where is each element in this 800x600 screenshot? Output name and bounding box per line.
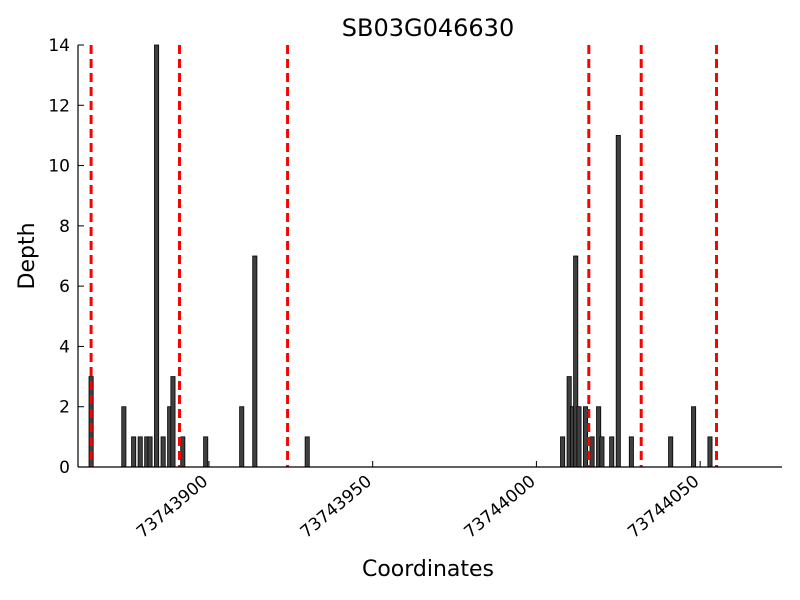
bar (131, 436, 137, 468)
bar (599, 436, 605, 468)
y-tick-label: 10 (48, 157, 70, 177)
bar (137, 436, 143, 468)
bar (589, 436, 595, 468)
bar (583, 406, 589, 468)
x-tick-label: 73743950 (297, 472, 376, 543)
y-tick-label: 4 (59, 337, 70, 357)
bar (691, 406, 697, 468)
axes (77, 45, 782, 468)
bar (304, 436, 310, 468)
bar (628, 436, 634, 468)
bar (170, 376, 176, 468)
x-tick-label: 73743900 (133, 472, 212, 543)
y-tick-label: 2 (59, 398, 70, 418)
x-tick-label: 73744050 (624, 472, 703, 543)
bar (576, 406, 582, 468)
y-tick-label: 8 (59, 217, 70, 237)
bar (203, 436, 209, 468)
x-axis-ticks: 73743900 73743950 73744000 73744050 (133, 461, 703, 542)
bar-series (88, 44, 713, 468)
y-tick-label: 0 (59, 458, 70, 478)
x-tick-label: 73744000 (460, 472, 539, 543)
y-axis-ticks: 0 2 4 6 8 10 12 14 (48, 36, 84, 478)
x-axis-label: Coordinates (362, 557, 494, 582)
bar (239, 406, 245, 468)
marker-lines (89, 45, 719, 467)
bar (121, 406, 127, 468)
bar (252, 255, 258, 468)
bar (160, 436, 166, 468)
y-tick-label: 6 (59, 277, 70, 297)
bar (609, 436, 615, 468)
bar (180, 436, 186, 468)
chart-title: SB03G046630 (342, 14, 514, 42)
bar (615, 135, 621, 468)
y-tick-label: 12 (48, 96, 70, 116)
y-axis-label: Depth (15, 222, 40, 289)
bar (668, 436, 674, 468)
bar (707, 436, 713, 468)
bar (154, 44, 160, 468)
bar (147, 436, 153, 468)
y-tick-label: 14 (48, 36, 70, 56)
bar (560, 436, 566, 468)
